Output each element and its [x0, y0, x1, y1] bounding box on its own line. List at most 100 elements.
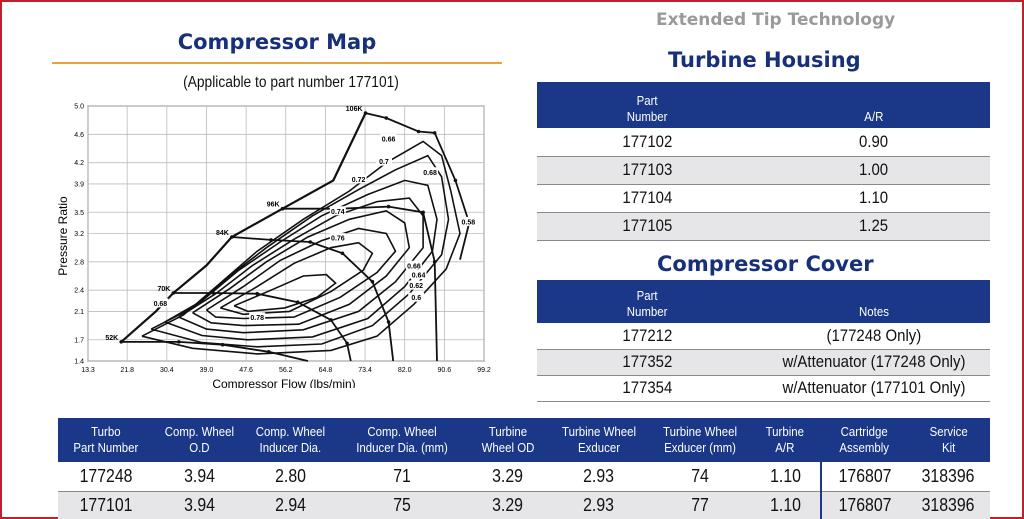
speed-line-point — [370, 279, 375, 284]
x-tick-label: 30.4 — [160, 367, 174, 374]
speed-line-point — [453, 178, 458, 183]
efficiency-label-bg — [405, 260, 422, 270]
efficiency-label: 0.68 — [154, 301, 168, 308]
table-cell: 177352 — [537, 349, 757, 376]
y-tick-label: 3.2 — [74, 231, 84, 238]
table-cell: 176807 — [820, 491, 908, 519]
table-header: Turbo Part Number — [58, 418, 155, 462]
table-row: 177248 3.94 2.80 71 3.29 2.93 74 1.10 176807 3183… — [58, 462, 990, 492]
table-header: Comp. Wheel Inducer Dia. (mm) — [335, 418, 468, 462]
table-cell-text: 0.90 — [858, 131, 889, 151]
table-row: 177354 w/Attenuator (177101 Only) — [537, 375, 990, 402]
x-tick-label: 90.6 — [438, 367, 452, 374]
efficiency-label: 0.62 — [409, 283, 423, 290]
efficiency-label-bg — [375, 156, 392, 166]
speed-line-point — [363, 111, 368, 115]
table-cell-text: 1.10 — [769, 495, 801, 515]
table-header: Comp. Wheel Inducer Dia. — [244, 418, 336, 462]
table-cell: 3.94 — [154, 491, 245, 519]
table-cell-text: 177212 — [622, 325, 672, 345]
table-header-text: Comp. Wheel Inducer Dia. (mm) — [355, 424, 448, 455]
speed-line-point — [432, 131, 437, 135]
y-tick-label: 1.4 — [74, 359, 84, 366]
table-header-text: Turbine Wheel Exducer (mm) — [662, 424, 737, 455]
table-cell-text: 177103 — [622, 160, 672, 179]
table-cell: 3.29 — [467, 462, 549, 492]
speed-line-point — [119, 340, 123, 344]
table-header-text: Comp. Wheel O.D — [164, 424, 235, 455]
efficiency-island — [164, 179, 438, 341]
turbo-specs-table: Turbo Part Number Comp. Wheel O.D Comp. Wh… — [58, 418, 990, 519]
table-cell: 1.10 — [750, 491, 822, 519]
efficiency-label-bg — [410, 270, 427, 279]
speed-line-point — [386, 320, 391, 324]
table-header: Service Kit — [907, 418, 990, 462]
table-cell-text: 177352 — [622, 352, 672, 371]
table-cell-text: 1.25 — [858, 216, 889, 235]
title-underline — [52, 62, 502, 64]
table-cell-text: 75 — [392, 495, 411, 515]
efficiency-label-bg — [422, 167, 439, 177]
table-cell: 2.80 — [244, 462, 336, 492]
surge-line — [120, 112, 367, 343]
efficiency-label: 0.68 — [423, 170, 437, 177]
table-cell: 177101 — [58, 491, 155, 519]
efficiency-label: 0.58 — [462, 219, 476, 226]
efficiency-label: 0.7 — [379, 159, 389, 166]
x-tick-label: 64.8 — [319, 367, 333, 374]
y-tick-label: 2.8 — [74, 259, 84, 266]
x-tick-label: 99.2 — [477, 367, 491, 374]
speed-line-point — [416, 129, 421, 134]
efficiency-label-bg — [350, 174, 367, 184]
chart-ticks: 13.3 21.8 30.4 39.0 47.6 56.2 64.8 73.4 82.0 90.6… — [74, 104, 491, 375]
table-cell: 3.29 — [467, 491, 549, 519]
table-row: 177104 1.10 — [537, 184, 990, 213]
table-cell: 318396 — [907, 462, 990, 492]
y-tick-label: 5.0 — [74, 104, 84, 111]
efficiency-label-bg — [152, 298, 169, 308]
table-cell: 177102 — [537, 128, 757, 157]
x-tick-label: 82.0 — [398, 367, 412, 374]
table-header: Turbine Wheel OD — [467, 418, 549, 462]
speed-line-point — [340, 251, 345, 256]
x-tick-label: 39.0 — [200, 367, 214, 374]
compressor-cover-title: Compressor Cover — [657, 252, 874, 276]
table-cell-text: (177248 Only) — [826, 325, 921, 345]
table-cell: 177105 — [537, 212, 757, 241]
speed-line-point — [230, 235, 234, 239]
efficiency-island — [141, 140, 461, 355]
table-cell: 1.10 — [750, 462, 822, 492]
efficiency-label-bg — [408, 292, 425, 302]
x-tick-label: 21.8 — [120, 367, 134, 374]
x-tick-label: 73.4 — [358, 367, 372, 374]
table-cell: 74 — [649, 462, 751, 492]
table-cell: 0.90 — [757, 128, 990, 157]
efficiency-label: 0.6 — [411, 295, 421, 302]
table-cell-text: 2.93 — [583, 495, 615, 515]
speed-label: 96K — [267, 202, 280, 209]
x-tick-label: 56.2 — [279, 367, 293, 374]
table-row: 177212 (177248 Only) — [537, 323, 990, 350]
efficiency-label: 0.66 — [382, 137, 396, 144]
table-header-text: Turbine A/R — [766, 424, 805, 455]
table-cell-text: 2.93 — [583, 465, 615, 486]
table-cell: 3.94 — [154, 462, 245, 492]
table-header: Turbine Wheel Exducer — [548, 418, 650, 462]
table-header-text: Turbine Wheel Exducer — [561, 424, 636, 455]
table-row: 177102 0.90 — [537, 128, 990, 157]
efficiency-label: 0.72 — [352, 177, 366, 184]
header-part-number: Part Number — [626, 93, 668, 124]
table-cell: 1.10 — [757, 184, 990, 213]
x-axis-label: Compressor Flow (lbs/min) — [212, 377, 355, 388]
efficiency-label: 0.78 — [250, 315, 264, 322]
table-cell: 2.94 — [244, 491, 336, 519]
x-tick-label: 13.3 — [81, 367, 95, 374]
table-cell-text: 3.94 — [184, 495, 215, 515]
table-cell: 1.25 — [757, 212, 990, 241]
compressor-map-chart: 13.3 21.8 30.4 39.0 47.6 56.2 64.8 73.4 82.0 90.6… — [56, 104, 491, 389]
table-cell-text: 177354 — [622, 378, 672, 397]
table-cell-text: 177104 — [622, 188, 672, 207]
compressor-cover-table: Part Number Notes 177212 (177248 Only) 177… — [537, 280, 990, 402]
table-cell: w/Attenuator (177101 Only) — [757, 375, 990, 402]
table-cell-text: 318396 — [922, 495, 975, 515]
